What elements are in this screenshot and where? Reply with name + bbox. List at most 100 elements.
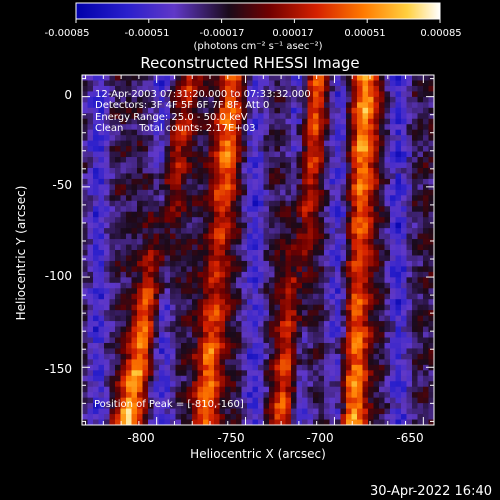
heatmap-cell xyxy=(412,107,418,114)
heatmap-cell xyxy=(313,288,319,295)
heatmap-cell xyxy=(379,321,385,327)
heatmap-cell xyxy=(395,364,402,371)
heatmap-cell xyxy=(296,414,303,420)
heatmap-cell xyxy=(252,419,259,425)
heatmap-cell xyxy=(269,211,275,218)
heatmap-cell xyxy=(423,408,429,415)
heatmap-cell xyxy=(318,364,325,371)
heatmap-cell xyxy=(197,408,204,415)
heatmap-cell xyxy=(142,299,149,306)
heatmap-cell xyxy=(357,173,363,180)
heatmap-cell xyxy=(159,288,165,295)
heatmap-cell xyxy=(335,178,341,185)
heatmap-cell xyxy=(417,85,424,92)
heatmap-cell xyxy=(159,337,165,344)
heatmap-cell xyxy=(115,107,121,114)
heatmap-cell xyxy=(307,266,314,273)
heatmap-cell xyxy=(208,414,215,420)
heatmap-cell xyxy=(357,118,363,125)
heatmap-cell xyxy=(313,419,319,425)
heatmap-cell xyxy=(280,293,286,300)
heatmap-cell xyxy=(104,277,110,284)
heatmap-cell xyxy=(192,118,198,125)
heatmap-cell xyxy=(417,408,424,415)
heatmap-cell xyxy=(417,173,424,180)
heatmap-cell xyxy=(401,184,407,191)
heatmap-cell xyxy=(137,107,143,114)
heatmap-cell xyxy=(203,228,209,234)
heatmap-cell xyxy=(263,178,270,185)
heatmap-cell xyxy=(428,282,434,289)
heatmap-cell xyxy=(241,375,248,382)
heatmap-cell xyxy=(351,381,358,388)
heatmap-cell xyxy=(412,353,418,360)
heatmap-cell xyxy=(395,75,402,81)
heatmap-cell xyxy=(131,151,138,158)
heatmap-cell xyxy=(148,124,154,131)
heatmap-cell xyxy=(115,233,121,240)
heatmap-cell xyxy=(401,75,407,81)
heatmap-cell xyxy=(175,315,182,322)
heatmap-cell xyxy=(269,107,275,114)
heatmap-cell xyxy=(401,326,407,333)
heatmap-cell xyxy=(214,113,220,120)
heatmap-cell xyxy=(170,364,176,371)
heatmap-cell xyxy=(406,146,413,152)
heatmap-cell xyxy=(390,124,396,131)
heatmap-cell xyxy=(401,260,407,267)
heatmap-cell xyxy=(417,184,424,191)
heatmap-cell xyxy=(214,266,220,273)
heatmap-cell xyxy=(104,195,110,202)
heatmap-cell xyxy=(219,124,226,131)
heatmap-cell xyxy=(153,348,160,355)
heatmap-cell xyxy=(428,113,434,120)
heatmap-cell xyxy=(104,162,110,169)
heatmap-cell xyxy=(164,91,171,98)
heatmap-cell xyxy=(274,288,281,295)
heatmap-cell xyxy=(263,91,270,98)
heatmap-cell xyxy=(126,228,132,234)
heatmap-cell xyxy=(197,75,204,81)
heatmap-cell xyxy=(192,91,198,98)
heatmap-cell xyxy=(307,419,314,425)
heatmap-cell xyxy=(346,255,352,262)
heatmap-cell xyxy=(236,337,242,344)
heatmap-cell xyxy=(142,342,149,349)
heatmap-cell xyxy=(280,310,286,317)
heatmap-cell xyxy=(384,113,391,120)
heatmap-cell xyxy=(153,146,160,152)
heatmap-cell xyxy=(423,299,429,306)
heatmap-cell xyxy=(379,293,385,300)
heatmap-cell xyxy=(104,271,110,278)
heatmap-cell xyxy=(247,271,253,278)
heatmap-cell xyxy=(285,211,292,218)
heatmap-cell xyxy=(120,381,127,388)
heatmap-cell xyxy=(214,200,220,207)
heatmap-cell xyxy=(82,75,88,81)
heatmap-cell xyxy=(247,75,253,81)
heatmap-cell xyxy=(285,370,292,377)
heatmap-cell xyxy=(384,189,391,196)
heatmap-cell xyxy=(412,293,418,300)
heatmap-cell xyxy=(159,353,165,360)
heatmap-cell xyxy=(137,408,143,415)
heatmap-cell xyxy=(208,321,215,327)
heatmap-cell xyxy=(285,408,292,415)
heatmap-cell xyxy=(340,392,347,399)
heatmap-cell xyxy=(175,403,182,409)
heatmap-cell xyxy=(274,96,281,103)
heatmap-cell xyxy=(104,118,110,125)
heatmap-cell xyxy=(153,233,160,240)
heatmap-cell xyxy=(428,255,434,262)
heatmap-cell xyxy=(368,282,374,289)
heatmap-cell xyxy=(285,288,292,295)
heatmap-cell xyxy=(340,408,347,415)
heatmap-cell xyxy=(324,271,330,278)
heatmap-cell xyxy=(197,282,204,289)
heatmap-cell xyxy=(379,233,385,240)
heatmap-cell xyxy=(384,277,391,284)
heatmap-cell xyxy=(406,178,413,185)
heatmap-cell xyxy=(280,102,286,109)
heatmap-cell xyxy=(170,392,176,399)
